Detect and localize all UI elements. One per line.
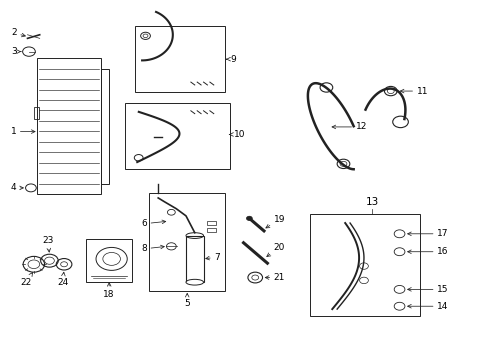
Text: 1: 1	[11, 127, 35, 136]
Text: 11: 11	[400, 86, 427, 95]
Text: 14: 14	[407, 302, 447, 311]
Text: 18: 18	[103, 283, 115, 299]
Bar	[125, 103, 229, 169]
Text: 19: 19	[265, 215, 285, 228]
Bar	[206, 221, 215, 225]
Bar	[185, 235, 203, 282]
Text: 5: 5	[184, 293, 190, 308]
Text: 12: 12	[331, 122, 366, 131]
Text: 3: 3	[11, 47, 21, 56]
Text: 15: 15	[407, 285, 447, 294]
Text: 10: 10	[229, 130, 245, 139]
Text: 24: 24	[57, 272, 68, 287]
Text: 22: 22	[20, 273, 33, 287]
Text: 7: 7	[205, 253, 220, 262]
Text: 4: 4	[11, 183, 23, 192]
Text: 16: 16	[407, 247, 447, 256]
Text: 8: 8	[141, 244, 164, 253]
Bar	[86, 239, 132, 282]
Bar	[101, 69, 109, 184]
Text: 20: 20	[266, 243, 285, 257]
Bar	[37, 58, 101, 194]
Text: 6: 6	[141, 219, 165, 228]
Bar	[310, 214, 419, 316]
Text: 21: 21	[264, 273, 285, 282]
Text: 13: 13	[365, 197, 378, 207]
Text: 23: 23	[42, 236, 54, 252]
Text: 2: 2	[11, 28, 25, 37]
Text: 17: 17	[407, 229, 447, 238]
Bar	[135, 26, 224, 92]
Bar	[34, 107, 39, 120]
Text: 9: 9	[226, 55, 236, 64]
Bar	[206, 228, 215, 232]
Ellipse shape	[185, 279, 203, 285]
Circle shape	[246, 216, 252, 221]
Bar	[149, 193, 224, 291]
